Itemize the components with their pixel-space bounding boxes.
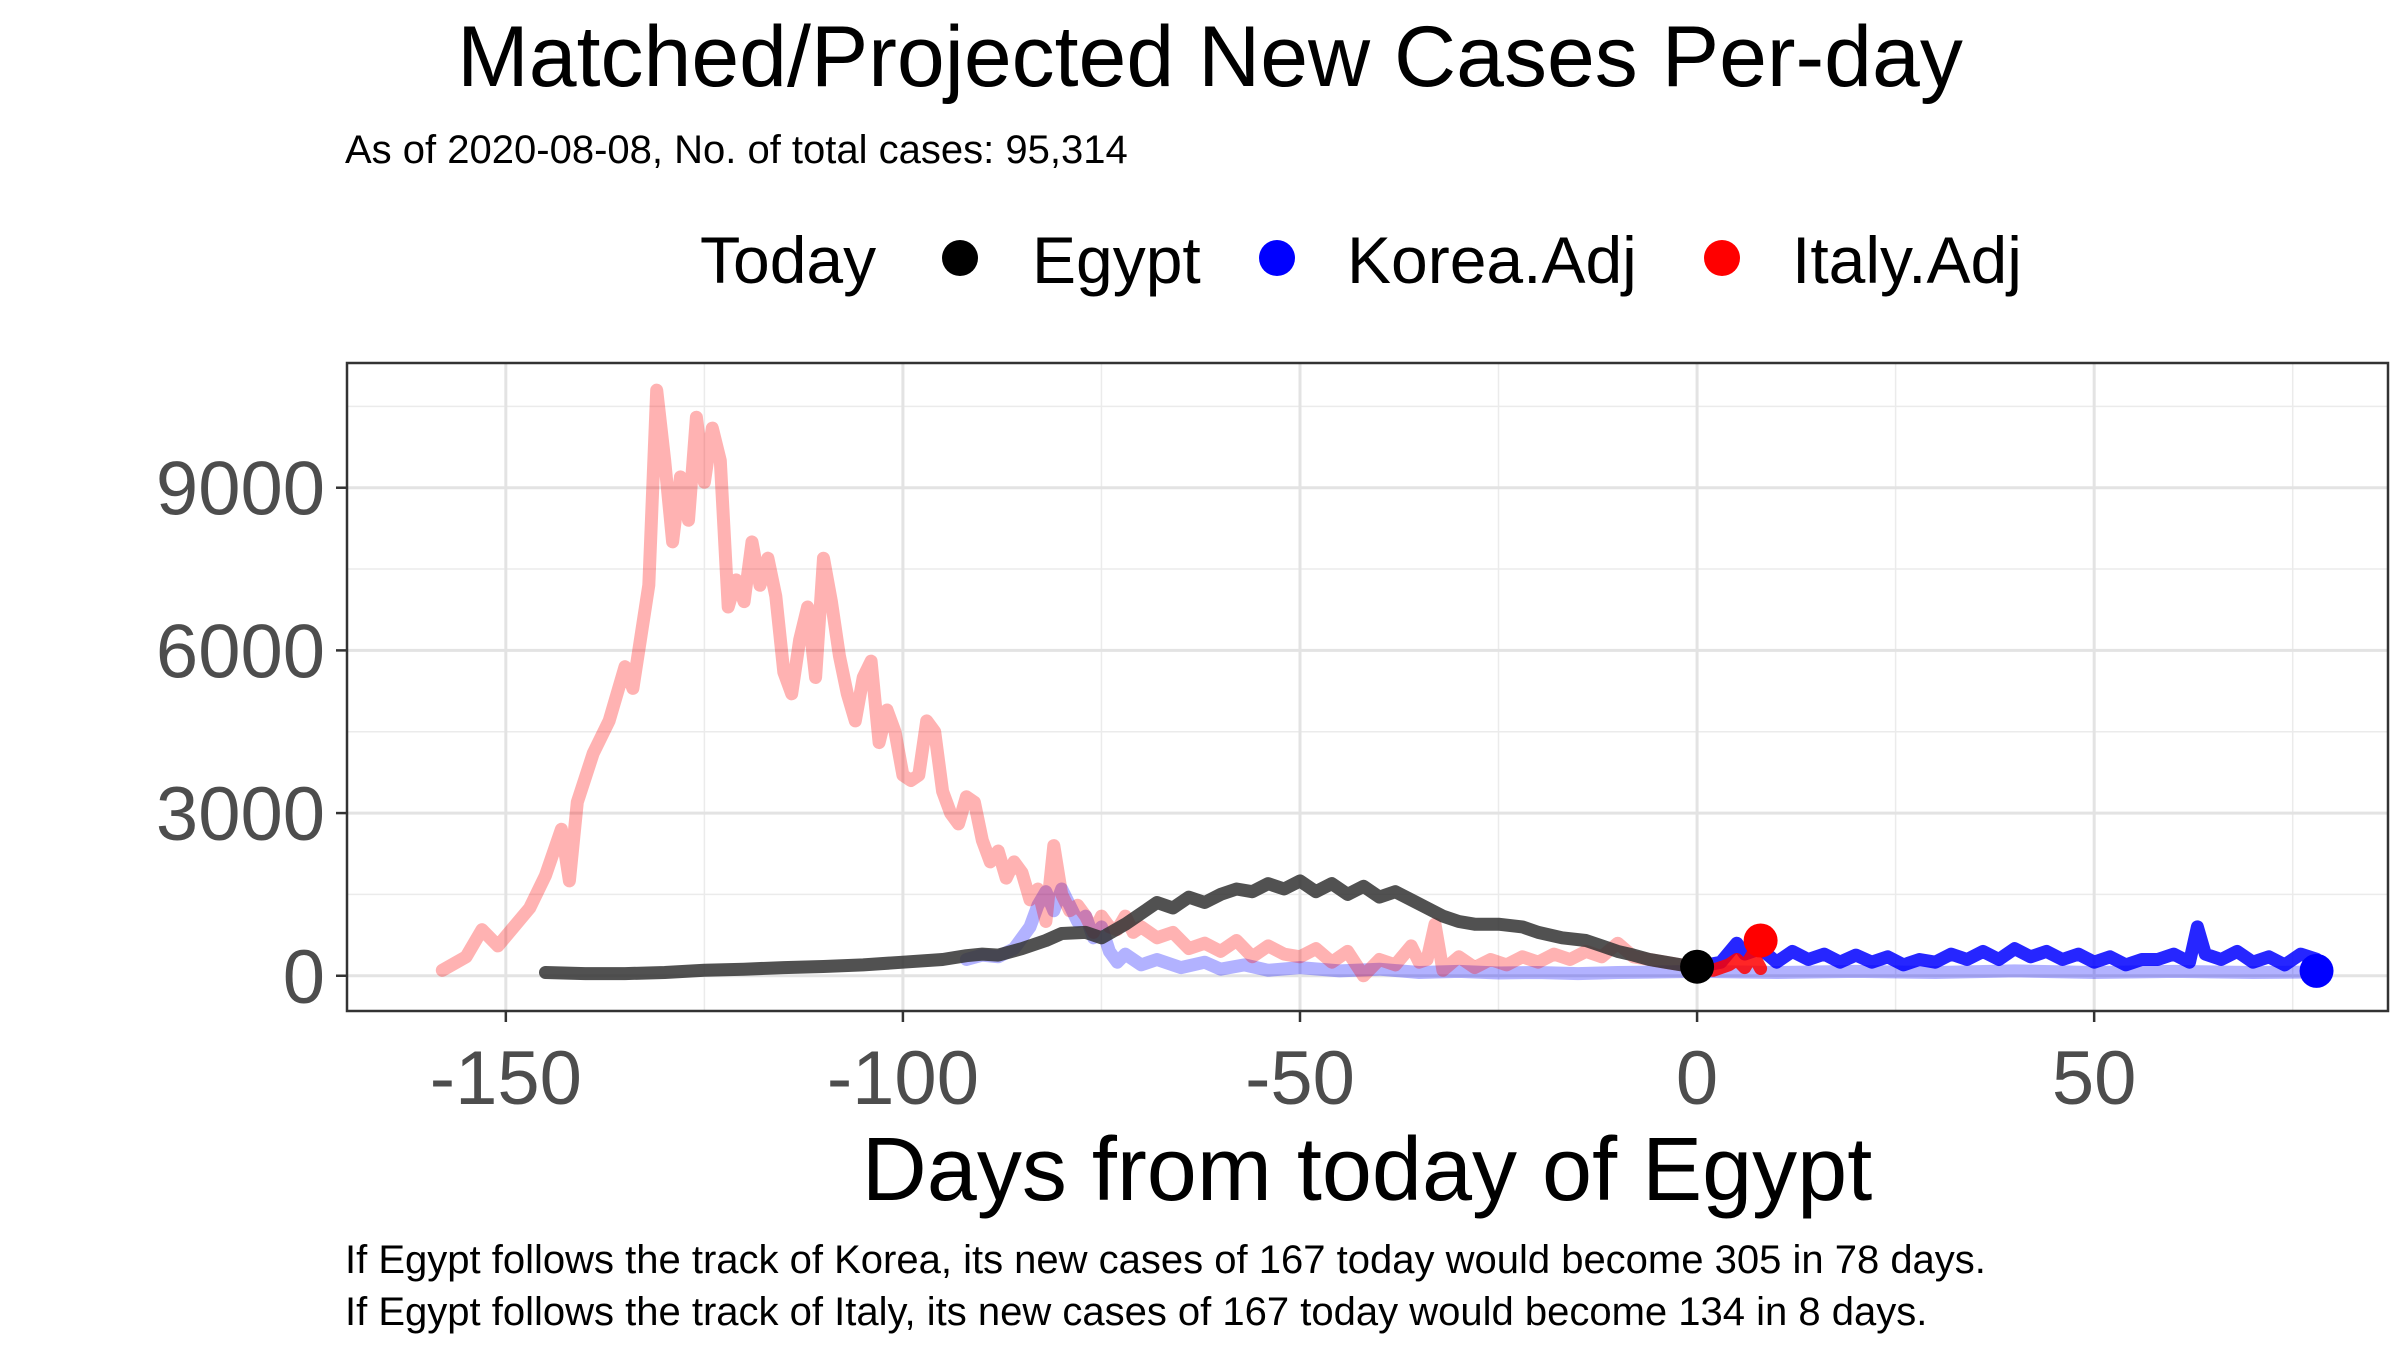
y-tick-label: 3000 [156, 772, 325, 857]
legend-label-egypt: Egypt [1032, 223, 1201, 297]
series-line-italy-adj-matched [435, 383, 1704, 983]
plot-background [347, 363, 2388, 1011]
x-tick-label: -50 [1245, 1036, 1355, 1121]
today-marker-italy-adj [1743, 923, 1778, 958]
chart-title: Matched/Projected New Cases Per-day [457, 9, 1963, 105]
today-markers [1680, 923, 2334, 988]
series-layer [435, 383, 2323, 983]
caption-italy: If Egypt follows the track of Italy, its… [345, 1290, 1927, 1334]
today-marker-egypt [1680, 949, 1715, 984]
series-line-korea-adj-projected [1690, 920, 2323, 974]
plot-border [345, 361, 2390, 1013]
chart-subtitle: As of 2020-08-08, No. of total cases: 95… [345, 128, 1128, 172]
x-axis-title: Days from today of Egypt [862, 1120, 1872, 1220]
series-line-korea-adj-matched [959, 882, 1704, 981]
x-tick-label: -100 [827, 1036, 979, 1121]
legend-title: Today [700, 223, 876, 297]
legend-key-korea [1259, 240, 1295, 276]
legend: Today Egypt Korea.Adj Italy.Adj [700, 223, 2022, 297]
y-tick-label: 9000 [156, 447, 325, 532]
y-tick-label: 6000 [156, 609, 325, 694]
grid-major [347, 363, 2388, 1011]
x-tick-label: 50 [2052, 1036, 2137, 1121]
legend-key-italy [1704, 240, 1740, 276]
today-marker-korea-adj [2299, 953, 2334, 988]
y-axis: 0 3000 6000 9000 [156, 447, 347, 1020]
legend-key-egypt [942, 240, 978, 276]
legend-label-korea: Korea.Adj [1347, 223, 1637, 297]
x-tick-label: -150 [430, 1036, 582, 1121]
y-tick-label: 0 [283, 935, 325, 1020]
x-tick-label: 0 [1676, 1036, 1718, 1121]
series-line-korea-adj-projected-band [1690, 964, 2323, 979]
legend-label-italy: Italy.Adj [1792, 223, 2022, 297]
series-line-egypt-observed [539, 874, 1704, 981]
caption-korea: If Egypt follows the track of Korea, its… [345, 1238, 1986, 1282]
x-axis: -150 -100 -50 0 50 [430, 1011, 2137, 1121]
